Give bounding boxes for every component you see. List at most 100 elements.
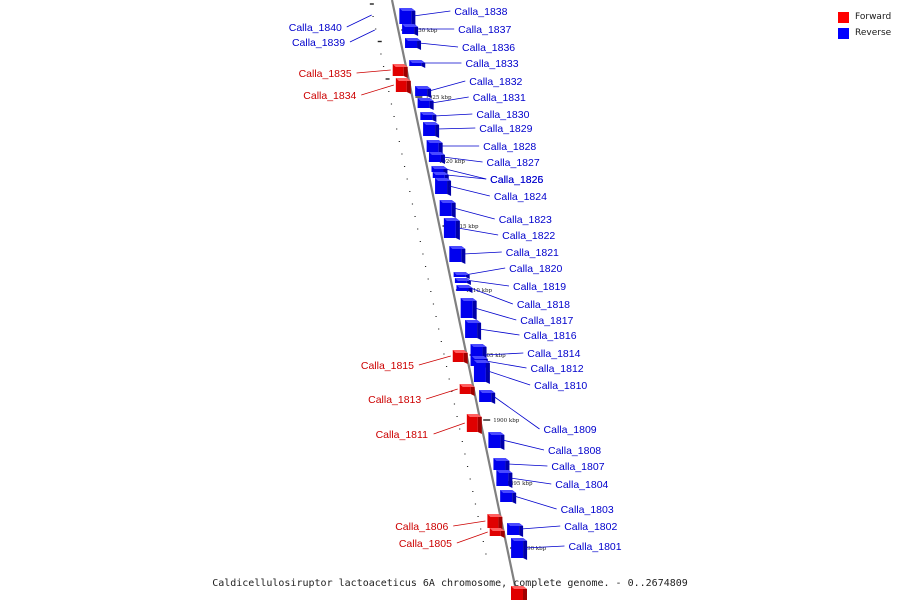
reverse-leader-line: [437, 127, 476, 130]
reverse-leader-line: [485, 360, 527, 369]
reverse-gene-label: Calla_1808: [548, 445, 601, 457]
tick-label: 1920 kbp: [439, 159, 466, 165]
reverse-gene-label: Calla_1809: [544, 424, 597, 436]
reverse-leader-line: [448, 185, 490, 197]
reverse-gene-block: [405, 38, 422, 50]
reverse-gene-label: Calla_1807: [551, 461, 604, 473]
tick-label: 1895 kbp: [506, 481, 533, 487]
forward-gene-block: [395, 78, 411, 94]
reverse-gene-label: Calla_1823: [499, 214, 552, 226]
reverse-gene-block: [473, 360, 490, 384]
forward-gene-block: [489, 528, 505, 538]
tick-label: 1930 kbp: [411, 28, 438, 34]
reverse-gene-block: [500, 490, 517, 504]
reverse-leader-line: [418, 42, 459, 48]
reverse-gene-block: [399, 8, 416, 26]
chromosome-axis: [390, 0, 520, 601]
reverse-leader-line: [413, 10, 451, 17]
reverse-gene-block: [496, 470, 513, 488]
reverse-gene-block: [409, 60, 426, 68]
forward-gene-label: Calla_1813: [368, 394, 421, 406]
reverse-gene-label: Calla_1820: [509, 263, 562, 275]
reverse-gene-label: Calla_1814: [527, 348, 580, 360]
forward-leader-line: [356, 69, 391, 74]
reverse-leader-line: [445, 168, 487, 180]
reverse-leader-line: [502, 439, 545, 451]
forward-leader-line: [453, 520, 486, 527]
reverse-leader-line: [507, 463, 548, 467]
reverse-gene-block: [423, 122, 440, 138]
reverse-gene-block: [507, 523, 524, 537]
reverse-gene-label: Calla_1825: [490, 174, 543, 186]
reverse-gene-label: Calla_1817: [520, 315, 573, 327]
reverse-gene-block: [449, 246, 466, 264]
reverse-leader-line: [470, 287, 513, 305]
forward-leader-line: [346, 14, 372, 28]
reverse-gene-block: [488, 432, 505, 450]
reverse-gene-block: [479, 390, 496, 404]
reverse-leader-line: [446, 174, 487, 180]
forward-gene-label: Calla_1834: [303, 90, 356, 102]
forward-leader-line: [418, 355, 451, 366]
forward-swatch: [838, 11, 849, 23]
forward-gene-block: [392, 64, 408, 78]
tick-label: 1905 kbp: [480, 353, 507, 359]
reverse-gene-label: Calla_1837: [458, 24, 511, 36]
reverse-leader-line: [479, 328, 520, 336]
reverse-gene-block: [443, 218, 460, 240]
reverse-gene-block: [465, 320, 482, 340]
reverse-gene-block: [460, 298, 477, 320]
reverse-leader-line: [429, 80, 466, 92]
reverse-leader-line: [434, 113, 473, 117]
forward-gene-label: Calla_1806: [395, 521, 448, 533]
reverse-gene-block: [402, 24, 419, 36]
forward-leader-line: [433, 422, 465, 435]
reverse-gene-label: Calla_1827: [487, 157, 540, 169]
reverse-gene-label: Calla_1829: [479, 123, 532, 135]
reverse-gene-label: Calla_1816: [523, 330, 576, 342]
tick-label: 1925 kbp: [425, 95, 452, 101]
reverse-leader-line: [457, 227, 499, 236]
legend-item-reverse: Reverse: [838, 25, 891, 41]
reverse-leader-line: [510, 477, 552, 485]
reverse-gene-label: Calla_1833: [465, 58, 518, 70]
forward-gene-label: Calla_1835: [299, 68, 352, 80]
forward-leader-line: [425, 388, 458, 400]
reverse-gene-label: Calla_1826: [490, 174, 543, 186]
forward-leader-line: [349, 29, 375, 43]
reverse-gene-label: Calla_1828: [483, 141, 536, 153]
forward-gene-label: Calla_1811: [376, 429, 429, 441]
tick-label: 1900 kbp: [493, 418, 520, 424]
reverse-leader-line: [492, 395, 540, 430]
reverse-gene-label: Calla_1824: [494, 191, 547, 203]
reverse-leader-line: [484, 352, 524, 356]
reverse-leader-line: [453, 207, 495, 220]
reverse-gene-block: [415, 86, 432, 98]
reverse-gene-label: Calla_1803: [561, 504, 614, 516]
reverse-gene-label: Calla_1830: [476, 109, 529, 121]
forward-gene-block: [452, 350, 468, 364]
reverse-gene-label: Calla_1802: [564, 521, 617, 533]
reverse-leader-line: [442, 156, 483, 163]
reverse-gene-block: [511, 538, 528, 560]
reverse-gene-label: Calla_1838: [454, 6, 507, 18]
reverse-gene-label: Calla_1810: [534, 380, 587, 392]
reverse-leader-line: [463, 251, 502, 255]
legend: Forward Reverse: [838, 9, 891, 41]
reverse-gene-label: Calla_1822: [502, 230, 555, 242]
reverse-gene-block: [456, 285, 473, 293]
reverse-gene-block: [420, 112, 437, 122]
forward-gene-label: Calla_1815: [361, 360, 414, 372]
forward-leader-line: [456, 531, 488, 544]
forward-gene-label: Calla_1805: [399, 538, 452, 550]
forward-gene-label: Calla_1840: [289, 22, 342, 34]
legend-label-reverse: Reverse: [855, 28, 892, 38]
reverse-gene-label: Calla_1836: [462, 42, 515, 54]
forward-leader-line: [361, 84, 394, 96]
legend-label-forward: Forward: [855, 12, 892, 22]
reverse-gene-block: [431, 166, 448, 174]
forward-gene-block: [459, 384, 475, 396]
reverse-leader-line: [514, 495, 557, 510]
